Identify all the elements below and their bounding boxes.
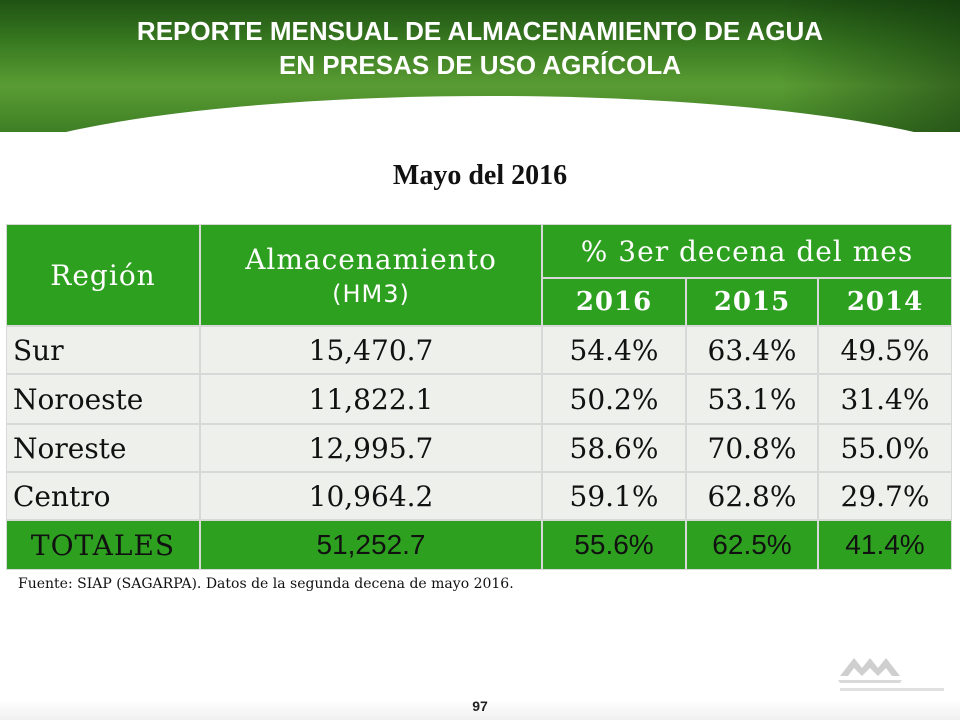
row-p2014: 49.5% (818, 326, 952, 374)
row-region: Centro (6, 472, 200, 520)
header-percent-group: % 3er decena del mes (542, 224, 952, 278)
row-p2014: 55.0% (818, 424, 952, 472)
totals-p2015: 62.5% (686, 520, 818, 570)
header-storage-line1: Almacenamiento (245, 242, 497, 276)
source-note: Fuente: SIAP (SAGARPA). Datos de la segu… (18, 576, 514, 592)
row-p2014: 31.4% (818, 374, 952, 424)
storage-table: Región Almacenamiento (HM3) % 3er decena… (6, 224, 952, 574)
report-subtitle: Mayo del 2016 (392, 160, 568, 191)
header-year-2014: 2014 (818, 278, 952, 326)
consejo-nacional-agropecuario-logo (832, 646, 952, 696)
page-title: REPORTE MENSUAL DE ALMACENAMIENTO DE AGU… (0, 14, 960, 82)
row-region: Noreste (6, 424, 200, 472)
banner-shade (780, 0, 960, 132)
header-storage: Almacenamiento (HM3) (200, 224, 542, 326)
row-storage: 10,964.2 (200, 472, 542, 520)
header-region: Región (6, 224, 200, 326)
footer-bar (0, 700, 960, 720)
page-title-line2: EN PRESAS DE USO AGRÍCOLA (278, 50, 682, 80)
totals-p2014: 41.4% (818, 520, 952, 570)
totals-label: TOTALES (6, 520, 200, 570)
row-p2015: 70.8% (686, 424, 818, 472)
row-storage: 15,470.7 (200, 326, 542, 374)
row-p2014: 29.7% (818, 472, 952, 520)
row-storage: 11,822.1 (200, 374, 542, 424)
header-year-2016: 2016 (542, 278, 686, 326)
row-p2015: 63.4% (686, 326, 818, 374)
row-p2015: 53.1% (686, 374, 818, 424)
row-p2016: 54.4% (542, 326, 686, 374)
totals-p2016: 55.6% (542, 520, 686, 570)
header-storage-line2: (HM3) (332, 279, 410, 308)
title-banner: REPORTE MENSUAL DE ALMACENAMIENTO DE AGU… (0, 0, 960, 132)
row-storage: 12,995.7 (200, 424, 542, 472)
page-title-line1: REPORTE MENSUAL DE ALMACENAMIENTO DE AGU… (136, 16, 824, 46)
logo-icon (838, 658, 944, 691)
row-region: Sur (6, 326, 200, 374)
header-year-2015: 2015 (686, 278, 818, 326)
row-p2015: 62.8% (686, 472, 818, 520)
totals-storage: 51,252.7 (200, 520, 542, 570)
page-number: 97 (472, 698, 488, 714)
row-p2016: 59.1% (542, 472, 686, 520)
row-p2016: 58.6% (542, 424, 686, 472)
row-region: Noroeste (6, 374, 200, 424)
row-p2016: 50.2% (542, 374, 686, 424)
